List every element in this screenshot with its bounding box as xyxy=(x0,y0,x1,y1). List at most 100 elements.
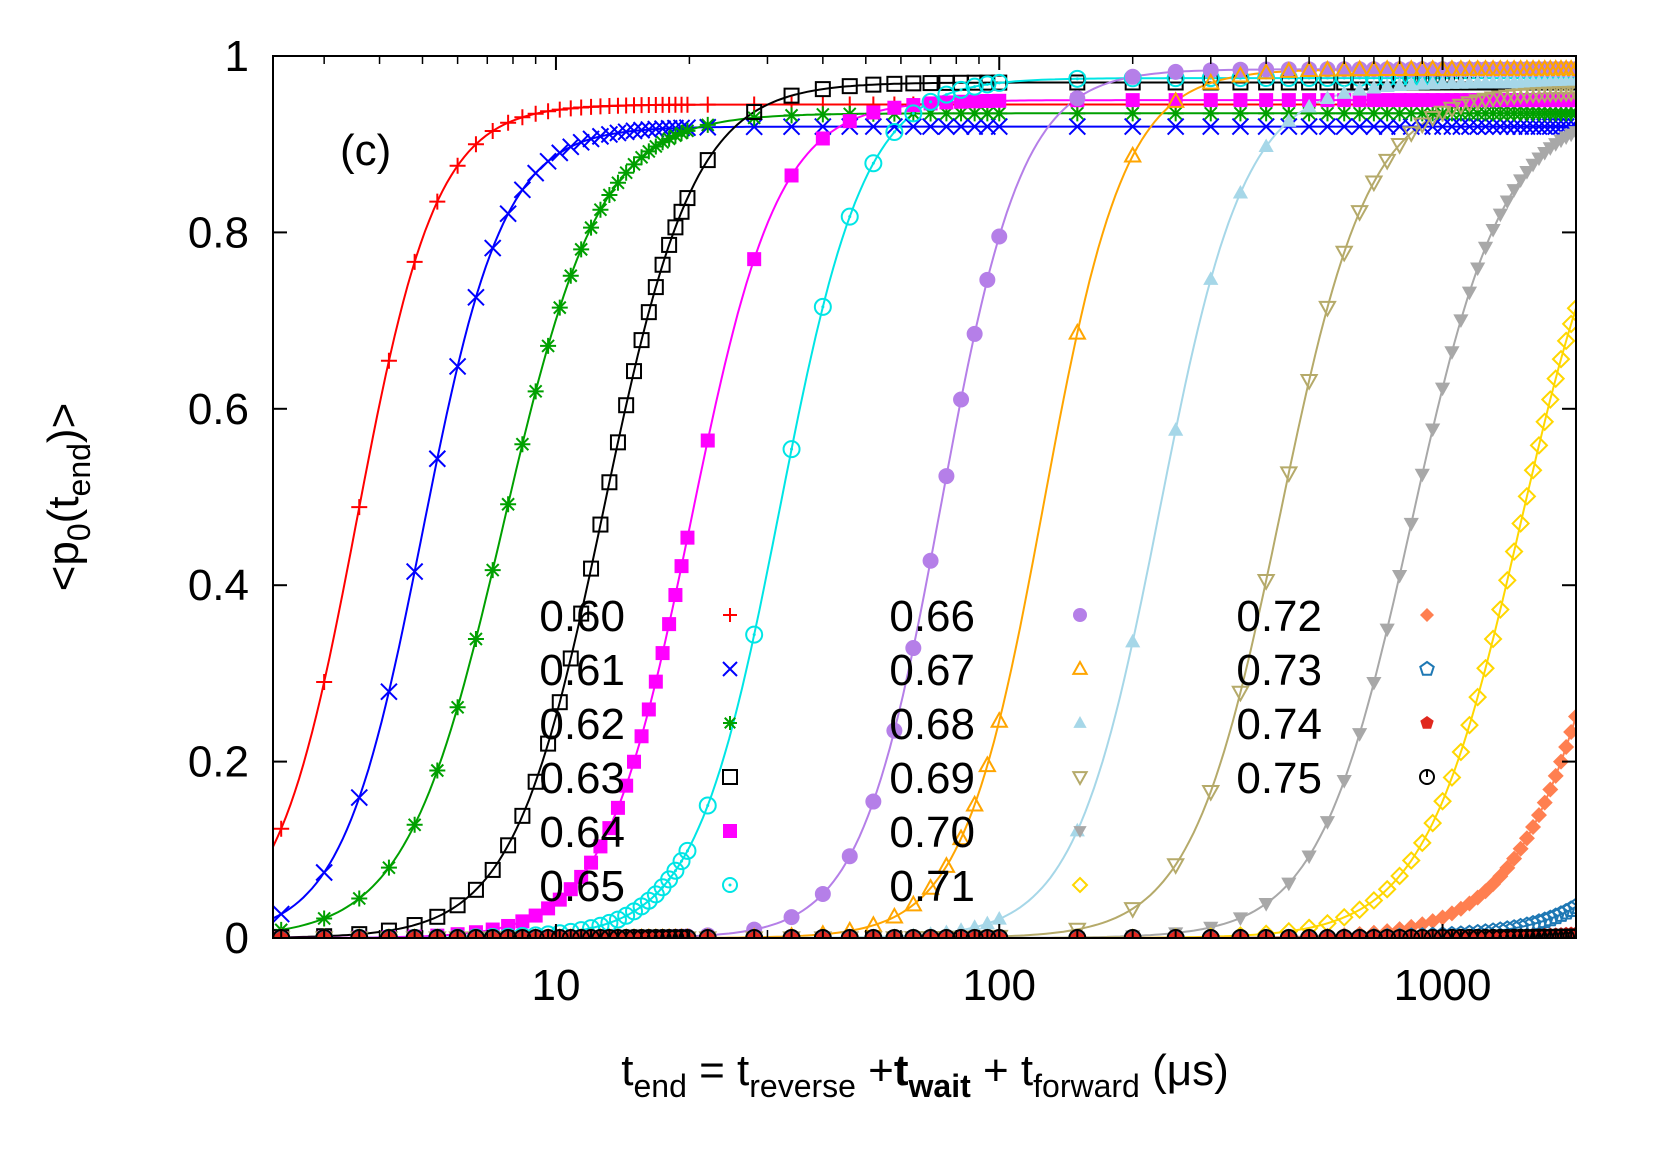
data-point-diamond-open xyxy=(1551,349,1571,369)
data-point-triangle-open xyxy=(1068,322,1087,340)
data-point-cross xyxy=(1068,117,1087,136)
data-point-circle-filled xyxy=(922,552,939,569)
legend-entry-label: 0.69 xyxy=(889,754,975,803)
data-point-square-filled xyxy=(552,892,567,907)
circle-dot-center xyxy=(1325,76,1329,80)
data-point-triangle-open xyxy=(1423,59,1442,76)
data-point-cross xyxy=(551,144,569,162)
data-point-cross xyxy=(1166,117,1185,136)
data-point-circle-tick xyxy=(885,929,904,938)
data-point-diamond-open xyxy=(1451,742,1471,762)
data-point-square-filled xyxy=(723,824,737,838)
circle-dot-ring xyxy=(921,92,940,111)
circle-dot-ring xyxy=(990,73,1009,92)
data-point-triangle-open xyxy=(1401,59,1421,76)
data-point-circle-tick xyxy=(550,929,569,938)
x-label-plus1: + xyxy=(856,1046,894,1095)
circle-dot-center xyxy=(1342,76,1346,80)
data-point-asterisk xyxy=(633,149,650,166)
data-point-triangle-open xyxy=(1256,62,1276,80)
data-point-diamond-filled xyxy=(1525,819,1542,836)
circle-dot-ring xyxy=(722,877,738,893)
data-point-square-open xyxy=(467,881,484,898)
data-point-asterisk xyxy=(1379,105,1396,122)
data-point-asterisk xyxy=(1069,105,1086,122)
data-point-square-open xyxy=(583,560,600,577)
axis-ticks xyxy=(273,55,1576,939)
data-point-triangle-down-filled xyxy=(1492,208,1508,223)
circle-dot-center xyxy=(911,111,915,115)
data-point-triangle-filled xyxy=(1232,184,1249,199)
data-point-triangle-filled xyxy=(1258,138,1274,153)
data-point-triangle-filled xyxy=(1352,82,1368,96)
legend-entry-label: 0.65 xyxy=(539,862,625,911)
data-point-circle-filled xyxy=(865,793,882,810)
circle-dot-ring xyxy=(952,80,971,99)
data-point-cross xyxy=(1443,117,1461,136)
data-point-circle-filled xyxy=(966,325,983,342)
data-point-circle-tick xyxy=(350,929,369,938)
data-point-pentagon-open xyxy=(1419,660,1435,676)
legend-entry-label: 0.60 xyxy=(539,592,625,641)
data-point-diamond-filled xyxy=(1536,794,1553,811)
legend-entry-label: 0.61 xyxy=(539,646,625,695)
x-label-unit: (μs) xyxy=(1140,1046,1229,1095)
data-point-square-filled xyxy=(980,94,995,109)
data-point-triangle-filled xyxy=(1073,716,1087,728)
data-point-circle-tick xyxy=(904,929,923,938)
circle-dot-center xyxy=(1372,76,1376,80)
data-point-circle-tick xyxy=(582,929,601,938)
data-point-cross xyxy=(921,117,940,136)
data-point-asterisk xyxy=(1351,105,1368,122)
data-point-asterisk xyxy=(609,174,626,191)
data-point-square-open xyxy=(865,76,882,93)
data-point-triangle-down-filled xyxy=(1379,623,1395,638)
data-point-circle-tick xyxy=(572,929,591,938)
data-point-square-filled xyxy=(1259,93,1274,108)
data-point-triangle-open xyxy=(989,711,1009,728)
data-point-triangle-down-open xyxy=(1318,300,1337,318)
data-point-square-filled xyxy=(574,869,589,884)
data-point-circle-tick xyxy=(978,929,997,938)
data-point-cross xyxy=(499,205,517,223)
data-point-pentagon-open xyxy=(1541,909,1560,927)
data-point-diamond-open xyxy=(1483,629,1503,649)
data-point-cross xyxy=(572,133,590,151)
data-point-triangle-filled xyxy=(1425,75,1441,90)
x-tick-label: 1000 xyxy=(1394,961,1492,1010)
data-point-asterisk xyxy=(583,219,600,236)
data-point-plus xyxy=(273,820,290,837)
data-point-triangle-down-open xyxy=(1364,175,1384,193)
circle-dot-ring xyxy=(608,910,627,929)
data-point-asterisk xyxy=(601,186,618,203)
data-point-diamond-filled xyxy=(1512,840,1529,857)
data-point-pentagon-filled xyxy=(1420,716,1434,729)
data-point-circle-tick xyxy=(405,929,424,938)
data-point-diamond-open xyxy=(1517,486,1537,506)
data-point-square-open xyxy=(618,397,635,414)
data-point-diamond-open xyxy=(1529,435,1549,455)
data-point-asterisk xyxy=(449,699,466,716)
data-point-circle-filled xyxy=(1069,90,1086,107)
legend-entry-label: 0.74 xyxy=(1236,700,1322,749)
data-point-triangle-open xyxy=(1390,59,1409,76)
data-point-square-filled xyxy=(668,588,683,603)
data-point-circle-dot xyxy=(745,625,764,644)
data-point-square-filled xyxy=(563,882,578,897)
data-point-cross xyxy=(647,120,665,138)
data-point-circle-dot xyxy=(722,877,738,893)
data-point-diamond-filled xyxy=(1563,723,1576,740)
data-point-circle-filled xyxy=(979,271,996,288)
data-point-plus xyxy=(723,608,737,622)
data-point-square-filled xyxy=(1281,93,1296,108)
data-point-square-open xyxy=(654,256,671,273)
data-point-pentagon-open xyxy=(1567,897,1576,915)
data-point-square-filled xyxy=(619,778,634,793)
data-point-asterisk xyxy=(661,130,678,147)
data-point-square-open xyxy=(626,363,643,380)
data-point-triangle-open xyxy=(1433,59,1452,76)
data-point-cross xyxy=(952,117,970,136)
circle-dot-center xyxy=(752,633,756,637)
data-point-asterisk xyxy=(1258,105,1275,122)
circle-dot-center xyxy=(997,81,1001,85)
